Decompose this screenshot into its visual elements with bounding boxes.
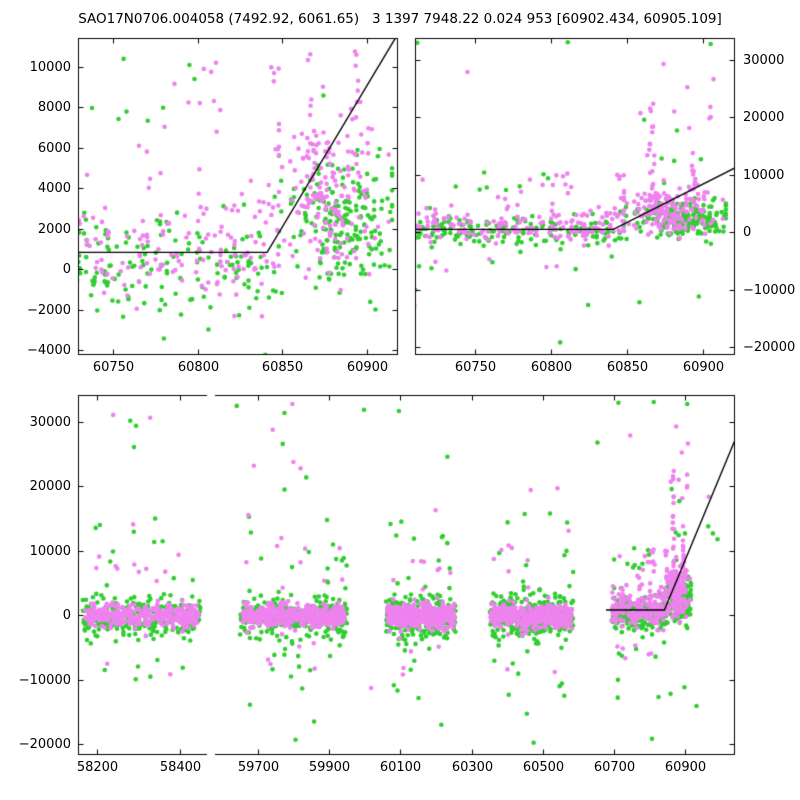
y-tick-label: 8000 (37, 99, 71, 115)
y-tick-label: 2000 (37, 221, 71, 237)
y-tick-label: 30000 (743, 52, 785, 68)
x-tick-label: 60900 (664, 760, 707, 775)
y-tick-label: 30000 (29, 414, 71, 430)
y-tick-label: 20000 (743, 109, 785, 125)
x-tick-label: 60900 (682, 360, 725, 375)
y-tick-label: 6000 (37, 140, 71, 156)
x-tick-label: 60700 (593, 760, 636, 775)
y-tick-label: 10000 (743, 167, 785, 183)
plot-title: SAO17N0706.004058 (7492.92, 6061.65) 3 1… (78, 11, 722, 27)
x-tick-label: 58400 (159, 760, 202, 775)
x-tick-label: 59900 (308, 760, 351, 775)
y-tick-label: −20000 (743, 339, 796, 355)
x-tick-label: 60750 (454, 360, 497, 375)
x-tick-label: 60100 (379, 760, 422, 775)
x-tick-label: 60500 (522, 760, 565, 775)
y-tick-label: 0 (62, 261, 71, 277)
y-tick-label: 4000 (37, 180, 71, 196)
y-tick-label: 0 (743, 224, 752, 240)
x-tick-label: 60750 (92, 360, 135, 375)
x-tick-label: 60850 (261, 360, 304, 375)
x-tick-label: 60900 (346, 360, 389, 375)
x-tick-label: 59700 (237, 760, 280, 775)
y-tick-label: −4000 (27, 342, 71, 358)
y-tick-label: −20000 (18, 736, 71, 752)
y-tick-label: −2000 (27, 302, 71, 318)
x-tick-label: 58200 (76, 760, 119, 775)
y-tick-label: −10000 (743, 282, 796, 298)
y-tick-label: −10000 (18, 672, 71, 688)
y-tick-label: 0 (62, 607, 71, 623)
x-tick-label: 60800 (530, 360, 573, 375)
y-tick-label: 20000 (29, 478, 71, 494)
x-tick-label: 60800 (177, 360, 220, 375)
x-tick-label: 60300 (451, 760, 494, 775)
y-tick-label: 10000 (29, 59, 71, 75)
y-tick-label: 10000 (29, 543, 71, 559)
x-tick-label: 60850 (606, 360, 649, 375)
